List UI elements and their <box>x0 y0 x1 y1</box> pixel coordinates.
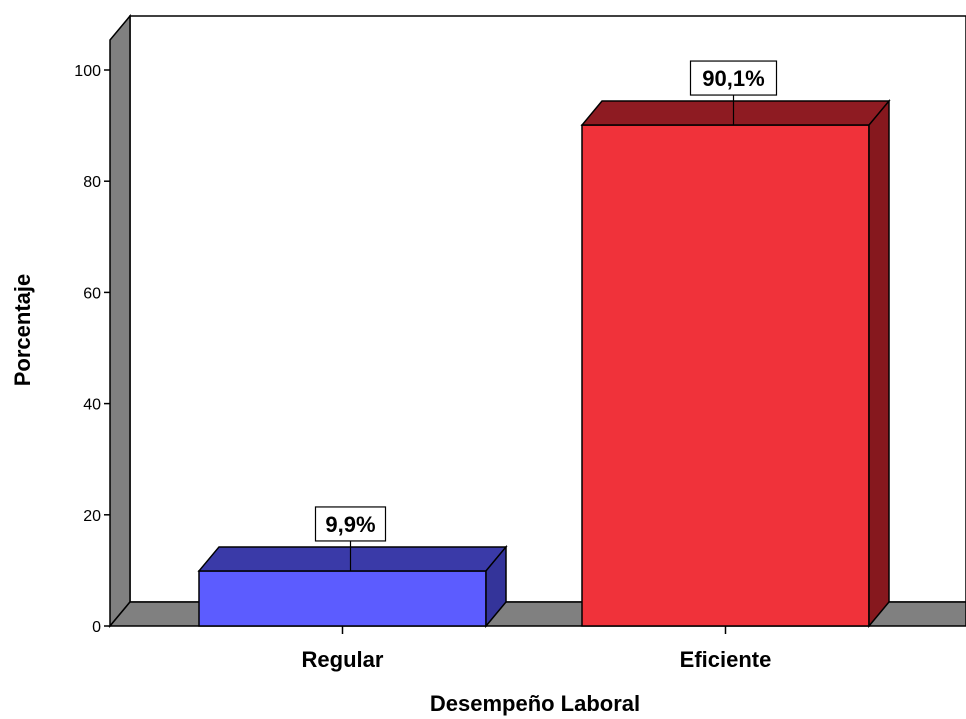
data-label: 90,1% <box>702 66 764 91</box>
y-axis-title: Porcentaje <box>10 274 35 387</box>
y-tick-label: 80 <box>83 174 101 191</box>
y-axis: 0 20 40 60 80 100 <box>74 63 110 636</box>
bar-side <box>485 544 507 629</box>
x-tick-label: Eficiente <box>680 647 772 672</box>
data-label-box <box>689 60 778 96</box>
bar-top <box>197 546 508 572</box>
bar: 90,1% <box>580 60 891 629</box>
y-tick-label: 100 <box>74 63 101 80</box>
x-axis: Regular Eficiente <box>302 626 772 672</box>
data-label: 9,9% <box>325 512 375 537</box>
bars: 9,9% 90,1% <box>197 60 891 629</box>
y-tick-label: 20 <box>83 508 101 525</box>
left-wall <box>109 13 131 629</box>
bar: 9,9% <box>197 506 508 629</box>
x-axis-title: Desempeño Laboral <box>430 691 640 716</box>
y-tick-label: 60 <box>83 285 101 302</box>
data-label-box <box>314 506 387 542</box>
y-tick-label: 40 <box>83 397 101 414</box>
y-tick-label: 0 <box>92 619 101 636</box>
bar-top <box>580 100 891 126</box>
bar-front <box>198 570 487 627</box>
bar-front <box>581 124 870 627</box>
x-tick-label: Regular <box>302 647 384 672</box>
bar-side <box>868 98 890 629</box>
